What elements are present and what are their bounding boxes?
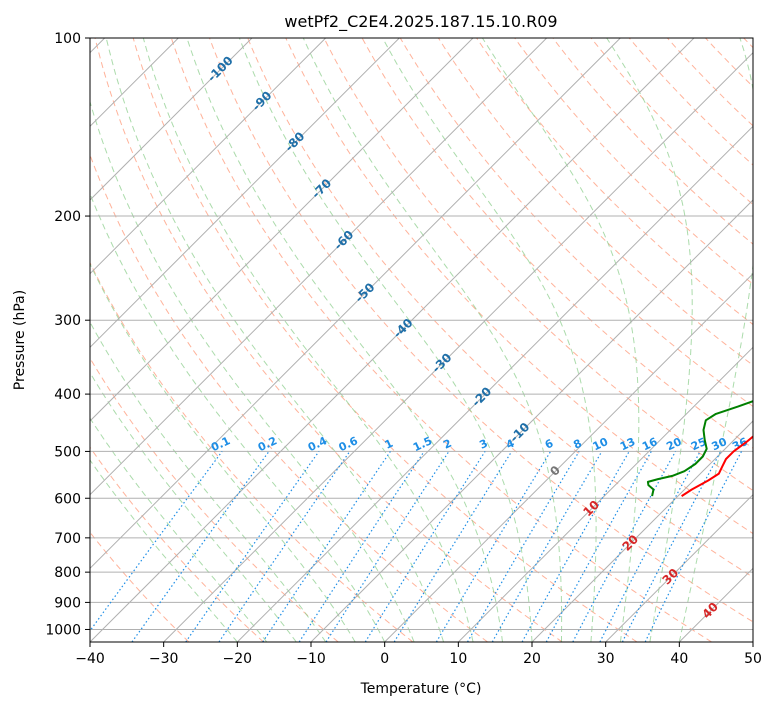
x-tick-label: −20 — [223, 651, 253, 667]
x-tick-label: −10 — [296, 651, 326, 667]
isotherm-line — [90, 38, 548, 496]
y-axis-label: Pressure (hPa) — [12, 290, 28, 390]
mixing-ratio-line — [491, 451, 603, 642]
moist-adiabat-line — [90, 262, 356, 642]
x-tick-label: 20 — [523, 651, 541, 667]
y-tick-label: 700 — [54, 531, 81, 547]
isotherm-line — [384, 272, 753, 642]
isotherm-line — [90, 38, 253, 201]
dry-adiabat-line — [628, 38, 753, 166]
moist-adiabat-line — [90, 321, 327, 642]
dry-adiabat-line — [590, 38, 753, 206]
sounding-profiles — [646, 400, 753, 497]
moist-adiabat-line — [90, 417, 268, 642]
moist-adiabat-line — [481, 38, 640, 642]
mixing-ratio-line — [393, 451, 513, 642]
isotherm-line — [457, 346, 753, 642]
dry-adiabat-line — [170, 38, 712, 642]
x-tick-label: 10 — [449, 651, 467, 667]
isotherm-line — [605, 493, 753, 642]
isotherm-line — [90, 38, 621, 570]
mixing-ratio-line — [545, 451, 652, 642]
moist-adiabat-line — [606, 38, 693, 642]
moist-adiabat-line — [90, 371, 297, 642]
mixing-ratio-label: 13 — [618, 435, 637, 453]
y-tick-label: 100 — [54, 31, 81, 47]
isobars — [90, 38, 753, 630]
dry-adiabat-line — [514, 38, 753, 285]
dry-adiabat-line — [90, 261, 414, 642]
dry-adiabat-line — [90, 446, 264, 642]
y-axis-ticks: 1000 900 800 700 600 500 400 300 200 100 — [45, 31, 90, 638]
x-tick-label: 0 — [380, 651, 389, 667]
y-tick-label: 600 — [54, 491, 81, 507]
temperature-profile-line — [681, 435, 753, 497]
mixing-ratio-line — [521, 451, 630, 642]
dry-adiabat-line — [247, 38, 753, 578]
mixing-ratio-label: 30 — [710, 435, 730, 453]
dry-adiabat-line — [132, 38, 638, 642]
dewpoint-profile-line — [646, 400, 753, 497]
chart-title: wetPf2_C2E4.2025.187.15.10.R09 — [284, 12, 557, 32]
isotherm-line — [90, 38, 474, 422]
moist-adiabat-line — [678, 38, 753, 642]
x-tick-label: 40 — [670, 651, 688, 667]
y-tick-label: 1000 — [45, 622, 81, 638]
mixing-ratio-line — [131, 451, 270, 642]
dry-adiabat-line — [323, 38, 753, 492]
isotherms — [90, 38, 753, 642]
mixing-ratio-label: 10 — [591, 435, 611, 453]
mixing-ratio-line — [218, 451, 351, 642]
moist-adiabat-line — [238, 38, 533, 642]
plot-frame — [89, 37, 754, 643]
mixing-ratio-line — [572, 451, 677, 642]
isotherm-line — [90, 38, 695, 642]
moist-adiabat-line — [302, 38, 563, 642]
dry-adiabat-line — [209, 38, 753, 623]
mixing-ratio-label: 36 — [730, 435, 750, 453]
isotherm-line — [163, 51, 753, 642]
moist-adiabat-line — [105, 38, 445, 642]
moist-adiabat-line — [186, 38, 503, 642]
x-axis-ticks: −40 −30 −20 −10 0 10 20 30 40 50 — [75, 642, 762, 667]
x-tick-label: −40 — [75, 651, 105, 667]
mixing-ratio-line — [466, 451, 580, 642]
isotherm-line — [236, 125, 753, 642]
mixing-ratio-line — [325, 451, 450, 642]
y-tick-label: 300 — [54, 313, 81, 329]
dry-adiabat-line — [476, 38, 753, 326]
mixing-ratio-line — [364, 451, 486, 642]
x-tick-label: 30 — [597, 651, 615, 667]
x-axis-label: Temperature (°C) — [360, 681, 482, 697]
mixing-ratio-label: 25 — [689, 435, 708, 453]
dry-adiabat-line — [399, 38, 753, 408]
isotherm-line — [531, 420, 753, 642]
y-tick-label: 900 — [54, 595, 81, 611]
mixing-ratio-label: 20 — [664, 435, 684, 453]
isotherm-line — [90, 38, 327, 275]
moist-adiabat-line — [90, 459, 238, 642]
x-tick-label: −30 — [149, 651, 179, 667]
mixing-ratio-line — [435, 451, 552, 642]
mixing-ratio-label: 16 — [640, 435, 660, 453]
y-tick-label: 500 — [54, 444, 81, 460]
x-tick-label: 50 — [744, 651, 762, 667]
moist-adiabat-line — [142, 38, 474, 642]
isotherm-line — [90, 38, 400, 349]
mixing-ratio-lines — [90, 451, 743, 642]
plot-area: -100-90-80-70-60-50-40-30-20-10010203040… — [90, 38, 753, 642]
moist-adiabat-line — [90, 192, 386, 642]
moist-adiabat-line — [382, 38, 597, 642]
moist-adiabats — [90, 38, 753, 642]
mixing-ratio-line — [90, 451, 223, 632]
y-tick-label: 800 — [54, 565, 81, 581]
isotherm-line — [310, 199, 753, 642]
y-tick-label: 200 — [54, 209, 81, 225]
dry-adiabat-line — [94, 38, 563, 642]
y-tick-label: 400 — [54, 387, 81, 403]
